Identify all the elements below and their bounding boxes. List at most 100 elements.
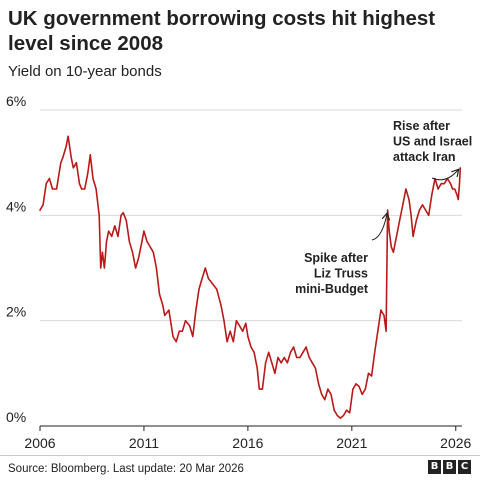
data-point xyxy=(149,246,151,248)
data-point xyxy=(410,214,412,216)
data-point xyxy=(358,385,360,388)
footer-divider xyxy=(0,455,480,456)
data-point xyxy=(405,188,407,190)
x-tick-label: 2026 xyxy=(440,435,471,451)
data-point xyxy=(457,198,459,201)
data-point xyxy=(92,177,94,180)
data-point xyxy=(141,241,143,243)
data-point xyxy=(293,346,295,348)
data-point xyxy=(164,314,166,316)
data-point xyxy=(440,183,442,185)
data-point xyxy=(452,188,454,190)
data-point xyxy=(289,351,292,353)
data-point xyxy=(346,409,348,411)
data-point xyxy=(339,417,341,419)
annotation-text: mini-Budget xyxy=(295,282,369,296)
data-point xyxy=(286,362,288,364)
annotation-text: Liz Truss xyxy=(314,267,368,281)
data-point xyxy=(428,214,430,216)
data-point xyxy=(280,362,282,364)
data-point xyxy=(317,383,320,385)
data-point xyxy=(62,156,64,158)
data-point xyxy=(261,388,264,390)
line-chart: 0% 2% 4% 6% 2006 2011 2016 2021 2026 Rise after US… xyxy=(6,93,472,451)
data-point xyxy=(67,135,69,137)
data-point xyxy=(60,162,62,164)
data-point xyxy=(143,230,145,232)
data-point xyxy=(98,214,100,216)
data-point xyxy=(283,356,285,359)
data-point xyxy=(314,367,317,369)
data-point xyxy=(242,330,244,332)
data-point xyxy=(189,325,191,327)
data-point xyxy=(80,188,83,190)
annotation-text: attack Iran xyxy=(393,150,456,164)
data-point xyxy=(321,393,323,395)
data-point xyxy=(264,362,267,364)
x-tick-label: 2021 xyxy=(336,435,367,451)
data-point xyxy=(437,188,439,190)
data-point xyxy=(146,241,148,243)
chart-title: UK government borrowing costs hit highes… xyxy=(8,7,436,55)
data-point xyxy=(195,309,197,311)
data-point xyxy=(128,241,130,243)
data-point xyxy=(72,167,74,169)
y-tick-label: 6% xyxy=(6,93,26,109)
annotation-arrow xyxy=(431,170,458,181)
data-point xyxy=(253,351,255,353)
data-point xyxy=(232,341,234,343)
data-point xyxy=(299,356,301,359)
chart-subtitle: Yield on 10-year bonds xyxy=(8,63,162,80)
data-point xyxy=(201,277,203,280)
data-point xyxy=(138,256,140,259)
x-tick-label: 2006 xyxy=(24,435,55,451)
logo-letter: B xyxy=(428,460,441,474)
data-point xyxy=(383,314,385,316)
data-point xyxy=(45,183,47,185)
data-point xyxy=(226,341,228,343)
data-point xyxy=(108,230,110,232)
annotation-text: Rise after xyxy=(393,119,450,133)
data-point xyxy=(175,341,177,343)
data-point xyxy=(402,204,404,206)
data-point xyxy=(238,325,241,327)
data-point xyxy=(302,351,304,353)
data-point xyxy=(223,320,225,322)
data-point xyxy=(454,188,456,190)
annotation-text: Spike after xyxy=(304,251,368,265)
data-point xyxy=(258,388,260,390)
bbc-logo: B B C xyxy=(428,460,471,474)
data-point xyxy=(311,362,313,364)
data-point xyxy=(364,388,366,390)
data-point xyxy=(330,393,332,395)
data-point xyxy=(84,188,86,190)
data-point xyxy=(296,356,298,359)
data-point xyxy=(336,414,338,417)
data-point xyxy=(155,267,158,269)
y-tick-label: 4% xyxy=(6,198,26,214)
data-point xyxy=(87,172,89,174)
data-point xyxy=(162,304,164,306)
data-point xyxy=(184,320,187,322)
data-point xyxy=(425,209,427,211)
data-point xyxy=(216,288,218,290)
data-point xyxy=(342,414,345,417)
data-point xyxy=(274,372,276,374)
data-point xyxy=(458,183,461,185)
data-point xyxy=(117,235,119,237)
data-point xyxy=(374,351,376,353)
data-point xyxy=(192,335,194,338)
data-point xyxy=(89,154,91,156)
data-point xyxy=(198,288,200,290)
y-tick-label: 2% xyxy=(6,304,26,320)
data-point xyxy=(181,330,183,332)
data-point xyxy=(245,322,247,324)
data-point xyxy=(385,330,387,332)
data-point xyxy=(333,409,335,411)
logo-letter: C xyxy=(458,460,471,474)
data-point xyxy=(78,183,81,185)
data-point xyxy=(42,204,44,206)
data-point xyxy=(56,188,58,190)
